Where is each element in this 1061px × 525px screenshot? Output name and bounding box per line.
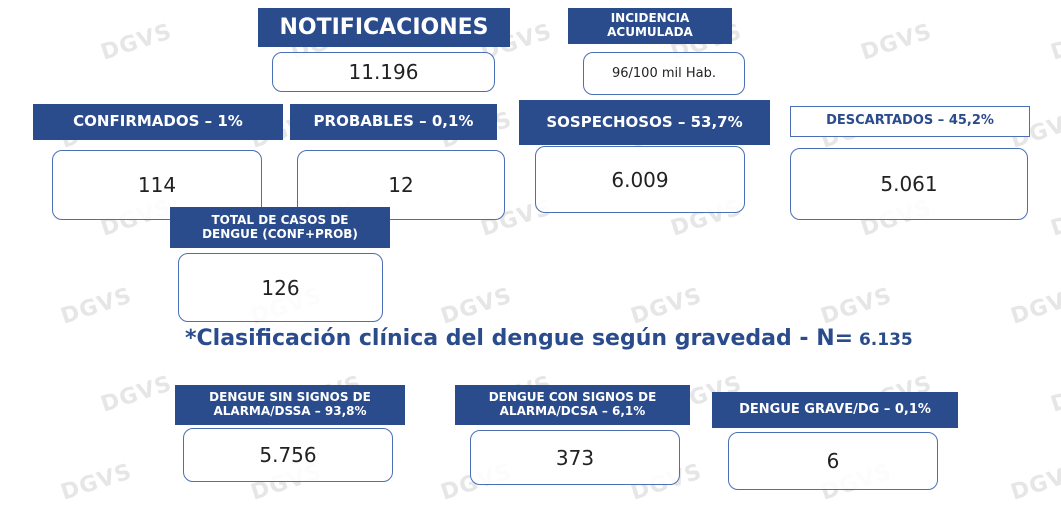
card-header: DENGUE GRAVE/DG – 0,1%	[712, 392, 958, 428]
value-box: 114	[52, 150, 262, 220]
header-line: DENGUE SIN SIGNOS DE	[209, 390, 371, 405]
value-box: 126	[178, 253, 383, 322]
value-box: 5.756	[183, 428, 393, 482]
value-box: 96/100 mil Hab.	[583, 52, 745, 95]
card-header: DENGUE SIN SIGNOS DE ALARMA/DSSA – 93,8%	[175, 385, 405, 425]
watermark: DGVS	[437, 283, 516, 330]
section-title: *Clasificación clínica del dengue según …	[185, 326, 913, 351]
card-header: NOTIFICACIONES	[258, 8, 510, 47]
watermark: DGVS	[627, 283, 706, 330]
watermark: DGVS	[1007, 283, 1061, 330]
header-line: ALARMA/DCSA – 6,1%	[499, 404, 646, 418]
watermark: DGVS	[1007, 459, 1061, 506]
header-line: INCIDENCIA	[610, 11, 690, 26]
title-n: 6.135	[853, 330, 913, 350]
header-line: DENGUE CON SIGNOS DE	[488, 390, 657, 405]
watermark: DGVS	[57, 459, 136, 506]
header-line: PROBABLES – 0,1%	[313, 112, 474, 131]
card-header: PROBABLES – 0,1%	[290, 104, 497, 140]
watermark: DGVS	[97, 19, 176, 66]
header-line: DENGUE GRAVE/DG – 0,1%	[739, 401, 931, 417]
value-box: 6.009	[535, 146, 745, 213]
card-header: TOTAL DE CASOS DE DENGUE (CONF+PROB)	[170, 207, 390, 248]
card-header: DENGUE CON SIGNOS DE ALARMA/DCSA – 6,1%	[455, 385, 690, 425]
header-line: SOSPECHOSOS – 53,7%	[546, 112, 743, 131]
watermark: DGVS	[857, 19, 936, 66]
value-box: 12	[297, 150, 505, 220]
value-box: 373	[470, 430, 680, 485]
card-header: INCIDENCIA ACUMULADA	[568, 8, 732, 44]
watermark: DGVS	[97, 371, 176, 418]
header-line: NOTIFICACIONES	[279, 14, 489, 40]
header-line: DENGUE (CONF+PROB)	[202, 226, 358, 241]
value-box: 5.061	[790, 148, 1028, 220]
watermark: DGVS	[1047, 195, 1061, 242]
header-line: TOTAL DE CASOS DE	[211, 212, 349, 227]
watermark: DGVS	[817, 283, 896, 330]
header-line: CONFIRMADOS – 1%	[73, 112, 243, 131]
card-header: CONFIRMADOS – 1%	[33, 104, 283, 140]
card-header: DESCARTADOS – 45,2%	[790, 106, 1030, 137]
header-line: ACUMULADA	[607, 25, 693, 39]
header-line: ALARMA/DSSA – 93,8%	[213, 404, 367, 418]
value-box: 11.196	[272, 52, 495, 92]
watermark: DGVS	[1047, 19, 1061, 66]
title-text: *Clasificación clínica del dengue según …	[185, 326, 854, 351]
card-header: SOSPECHOSOS – 53,7%	[519, 100, 770, 145]
watermark: DGVS	[57, 283, 136, 330]
watermark: DGVS	[1047, 371, 1061, 418]
header-line: DESCARTADOS – 45,2%	[826, 113, 994, 129]
value-box: 6	[728, 432, 938, 490]
